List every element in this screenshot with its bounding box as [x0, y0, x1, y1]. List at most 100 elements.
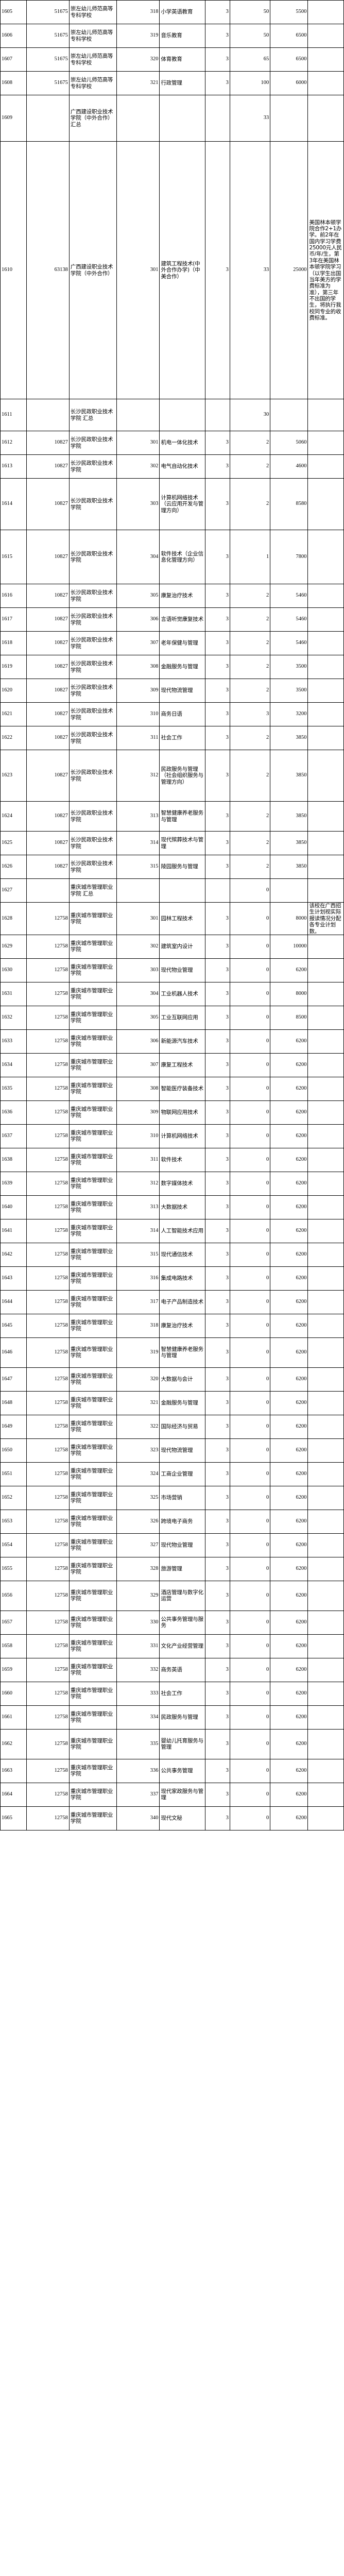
remark-cell[interactable]: [307, 607, 344, 632]
school-name-cell[interactable]: 重庆城市管理职业学院: [68, 1728, 117, 1759]
table-row[interactable]: 1615 10827 长沙民政职业技术学院 304 软件技术（企业信息化管理方向） 3 1 7…: [0, 530, 344, 584]
table-row[interactable]: 1630 12758 重庆城市管理职业学院 303 现代物业管理 3 0 6200: [0, 958, 344, 982]
row-index-cell[interactable]: 1636: [0, 1100, 27, 1125]
remark-cell[interactable]: [307, 934, 344, 959]
major-code-cell[interactable]: 310: [116, 1124, 160, 1148]
tuition-fee-cell[interactable]: 3850: [270, 855, 308, 879]
tuition-fee-cell[interactable]: 3500: [270, 655, 308, 679]
major-code-cell[interactable]: 320: [116, 1367, 160, 1392]
plan-count-cell[interactable]: 0: [229, 1290, 271, 1314]
remark-cell[interactable]: [307, 1438, 344, 1463]
row-index-cell[interactable]: 1646: [0, 1337, 27, 1368]
row-index-cell[interactable]: 1654: [0, 1533, 27, 1557]
study-years-cell[interactable]: 3: [204, 1580, 230, 1611]
study-years-cell[interactable]: [204, 399, 230, 431]
major-name-cell[interactable]: 文化产业经营管理: [159, 1634, 205, 1658]
table-row[interactable]: 1626 10827 长沙民政职业技术学院 315 陵园服务与管理 3 2 3850: [0, 855, 344, 879]
major-name-cell[interactable]: 音乐教育: [159, 24, 205, 48]
remark-cell[interactable]: [307, 1218, 344, 1243]
major-name-cell[interactable]: 市场营销: [159, 1485, 205, 1510]
remark-cell[interactable]: [307, 958, 344, 982]
row-index-cell[interactable]: 1626: [0, 855, 27, 879]
school-name-cell[interactable]: 长沙民政职业技术学院: [68, 631, 117, 655]
table-row[interactable]: 1631 12758 重庆城市管理职业学院 304 工业机器人技术 3 0 8000: [0, 981, 344, 1006]
major-code-cell[interactable]: 301: [116, 431, 160, 455]
major-name-cell[interactable]: 园林工程技术: [159, 902, 205, 935]
tuition-fee-cell[interactable]: 8580: [270, 478, 308, 530]
remark-cell[interactable]: [307, 1782, 344, 1807]
remark-cell[interactable]: [307, 0, 344, 24]
row-index-cell[interactable]: 1644: [0, 1290, 27, 1314]
tuition-fee-cell[interactable]: 6200: [270, 1533, 308, 1557]
plan-count-cell[interactable]: 0: [229, 1414, 271, 1439]
major-code-cell[interactable]: 324: [116, 1462, 160, 1486]
study-years-cell[interactable]: 3: [204, 1266, 230, 1291]
tuition-fee-cell[interactable]: 6200: [270, 1218, 308, 1243]
study-years-cell[interactable]: [204, 878, 230, 903]
major-code-cell[interactable]: 304: [116, 530, 160, 584]
tuition-fee-cell[interactable]: 6200: [270, 1076, 308, 1101]
row-index-cell[interactable]: 1630: [0, 958, 27, 982]
plan-count-cell[interactable]: 0: [229, 1758, 271, 1783]
plan-count-cell[interactable]: 0: [229, 1533, 271, 1557]
school-code-cell[interactable]: 12758: [26, 1728, 70, 1759]
major-name-cell[interactable]: 酒店管理与数字化运营: [159, 1580, 205, 1611]
study-years-cell[interactable]: 3: [204, 1053, 230, 1077]
remark-cell[interactable]: 美国林本顿学院合作2+1办学。前2年在国内学习学费25000元人民币/年/生，第…: [307, 141, 344, 399]
plan-count-cell[interactable]: 0: [229, 1681, 271, 1706]
row-index-cell[interactable]: 1658: [0, 1634, 27, 1658]
tuition-fee-cell[interactable]: 6200: [270, 1462, 308, 1486]
row-index-cell[interactable]: 1615: [0, 530, 27, 584]
school-name-cell[interactable]: 重庆城市管理职业学院: [68, 1242, 117, 1267]
school-code-cell[interactable]: 12758: [26, 1705, 70, 1730]
study-years-cell[interactable]: 3: [204, 1438, 230, 1463]
plan-count-cell[interactable]: 30: [229, 399, 271, 431]
study-years-cell[interactable]: 3: [204, 1681, 230, 1706]
row-index-cell[interactable]: 1662: [0, 1728, 27, 1759]
study-years-cell[interactable]: 3: [204, 1533, 230, 1557]
study-years-cell[interactable]: 3: [204, 934, 230, 959]
school-code-cell[interactable]: 12758: [26, 1195, 70, 1219]
school-code-cell[interactable]: 10827: [26, 726, 70, 750]
tuition-fee-cell[interactable]: 6200: [270, 958, 308, 982]
plan-count-cell[interactable]: 65: [229, 47, 271, 72]
major-code-cell[interactable]: 310: [116, 702, 160, 726]
plan-count-cell[interactable]: 2: [229, 584, 271, 608]
table-row[interactable]: 1634 12758 重庆城市管理职业学院 307 康复工程技术 3 0 6200: [0, 1053, 344, 1077]
table-row[interactable]: 1624 10827 长沙民政职业技术学院 313 智慧健康养老服务与管理 3 2 3850: [0, 801, 344, 832]
major-code-cell[interactable]: 331: [116, 1634, 160, 1658]
row-index-cell[interactable]: 1649: [0, 1414, 27, 1439]
table-row[interactable]: 1612 10827 长沙民政职业技术学院 301 机电一体化技术 3 2 5060: [0, 431, 344, 455]
major-name-cell[interactable]: 新能源汽车技术: [159, 1029, 205, 1054]
school-name-cell[interactable]: 重庆城市管理职业学院: [68, 902, 117, 935]
remark-cell[interactable]: [307, 855, 344, 879]
school-code-cell[interactable]: 12758: [26, 1171, 70, 1196]
major-name-cell[interactable]: 软件技术: [159, 1147, 205, 1172]
study-years-cell[interactable]: 3: [204, 750, 230, 802]
school-code-cell[interactable]: 51675: [26, 47, 70, 72]
table-row[interactable]: 1654 12758 重庆城市管理职业学院 327 现代物业管理 3 0 6200: [0, 1533, 344, 1557]
plan-count-cell[interactable]: 33: [229, 141, 271, 399]
table-row[interactable]: 1609 广西建设职业技术学院（中外合作）汇总 33: [0, 95, 344, 142]
study-years-cell[interactable]: 3: [204, 141, 230, 399]
row-index-cell[interactable]: 1651: [0, 1462, 27, 1486]
school-code-cell[interactable]: 12758: [26, 1556, 70, 1581]
study-years-cell[interactable]: 3: [204, 981, 230, 1006]
table-row[interactable]: 1625 10827 长沙民政职业技术学院 314 现代殡葬技术与管理 3 2 3850: [0, 831, 344, 855]
school-code-cell[interactable]: 12758: [26, 1391, 70, 1415]
study-years-cell[interactable]: 3: [204, 1414, 230, 1439]
study-years-cell[interactable]: 3: [204, 958, 230, 982]
major-name-cell[interactable]: 康复工程技术: [159, 1053, 205, 1077]
plan-count-cell[interactable]: 0: [229, 1195, 271, 1219]
remark-cell[interactable]: 该校在广西招生计划视实际报读情况分配各专业计划数。: [307, 902, 344, 935]
study-years-cell[interactable]: [204, 95, 230, 142]
remark-cell[interactable]: [307, 655, 344, 679]
tuition-fee-cell[interactable]: 6200: [270, 1580, 308, 1611]
school-name-cell[interactable]: 重庆城市管理职业学院: [68, 1509, 117, 1534]
remark-cell[interactable]: [307, 1171, 344, 1196]
major-code-cell[interactable]: 337: [116, 1782, 160, 1807]
tuition-fee-cell[interactable]: 7800: [270, 530, 308, 584]
study-years-cell[interactable]: 3: [204, 1290, 230, 1314]
school-name-cell[interactable]: 重庆城市管理职业学院: [68, 1657, 117, 1682]
major-name-cell[interactable]: 智慧健康养老服务与管理: [159, 801, 205, 832]
